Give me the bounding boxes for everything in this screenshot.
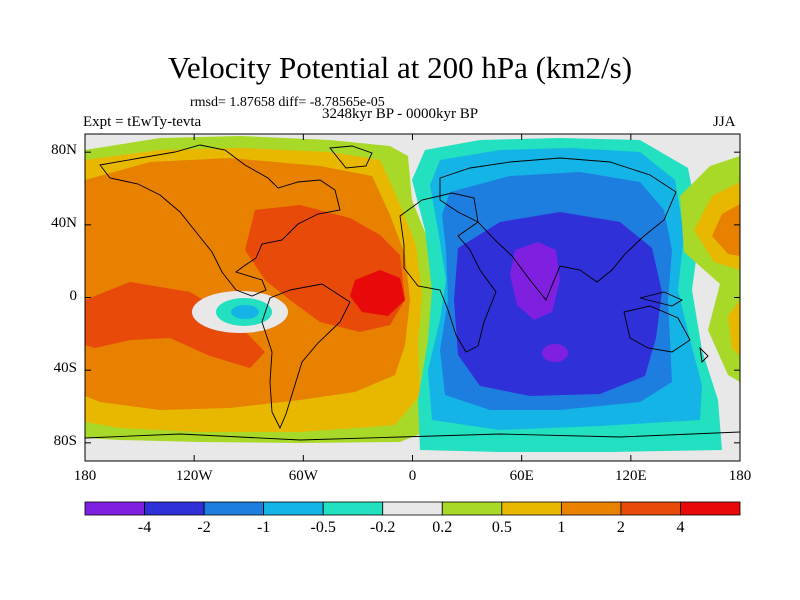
colorbar-label: -0.2 [370, 519, 396, 536]
colorbar-box [263, 501, 324, 516]
colorbar-box [680, 501, 741, 516]
colorbar-box [322, 501, 384, 516]
lat-tick-label: 40N [51, 214, 77, 231]
colorbar-label: -0.5 [310, 519, 336, 536]
colorbar-box [441, 501, 503, 516]
longitude-tick-marks [84, 134, 741, 461]
lon-tick-label: 60E [509, 468, 534, 484]
colorbar-box [144, 501, 205, 516]
colorbar-box [620, 501, 681, 516]
contour-east-positive-1 [712, 204, 740, 256]
lon-tick-label: 120E [614, 468, 647, 484]
colorbar [84, 501, 741, 516]
lat-tick-label: 0 [69, 287, 78, 304]
colorbar-box [382, 501, 443, 516]
contour-negative-4-south [542, 344, 568, 362]
experiment-label: Expt = tEwTy-tevta [83, 114, 202, 130]
contour-negative-2 [454, 212, 662, 396]
coastlines [85, 144, 740, 441]
colorbar-label: 1 [557, 519, 566, 536]
contour-positive-2-west [85, 282, 265, 368]
lon-tick-label: 0 [408, 468, 417, 484]
lat-tick-label: 80N [51, 142, 77, 159]
lon-tick-label: 120W [175, 468, 213, 484]
colorbar-label: 0.5 [491, 519, 512, 536]
rmsd-diff-stats: rmsd= 1.87658 diff= -8.78565e-05 [190, 95, 385, 110]
contour-pocket-negative-0.5 [231, 305, 259, 319]
velocity-potential-field [85, 134, 740, 461]
contour-positive-4 [350, 270, 405, 316]
colorbar-box [84, 501, 145, 516]
latitude-tick-marks [85, 151, 740, 444]
lat-tick-label: 80S [53, 432, 77, 449]
colorbar-label: 4 [676, 519, 685, 536]
colorbar-label: -1 [256, 519, 271, 536]
contour-negative-4 [510, 242, 560, 320]
colorbar-box [501, 501, 562, 516]
colorbar-box [203, 501, 265, 516]
colorbar-label: -4 [137, 519, 152, 536]
lon-tick-label: 180 [73, 468, 97, 484]
lon-tick-label: 60W [288, 468, 318, 484]
contour-east-secondary [728, 300, 740, 356]
colorbar-label: 2 [616, 519, 625, 536]
colorbar-label: -2 [197, 519, 211, 536]
time-period-label: 3248kyr BP - 0000kyr BP [322, 106, 479, 122]
lon-tick-label: 180 [728, 468, 752, 484]
colorbar-label: 0.2 [432, 519, 453, 536]
colorbar-box [560, 501, 622, 516]
plot-title: Velocity Potential at 200 hPa (km2/s) [167, 50, 633, 85]
season-label: JJA [713, 114, 736, 130]
lat-tick-label: 40S [53, 360, 77, 377]
